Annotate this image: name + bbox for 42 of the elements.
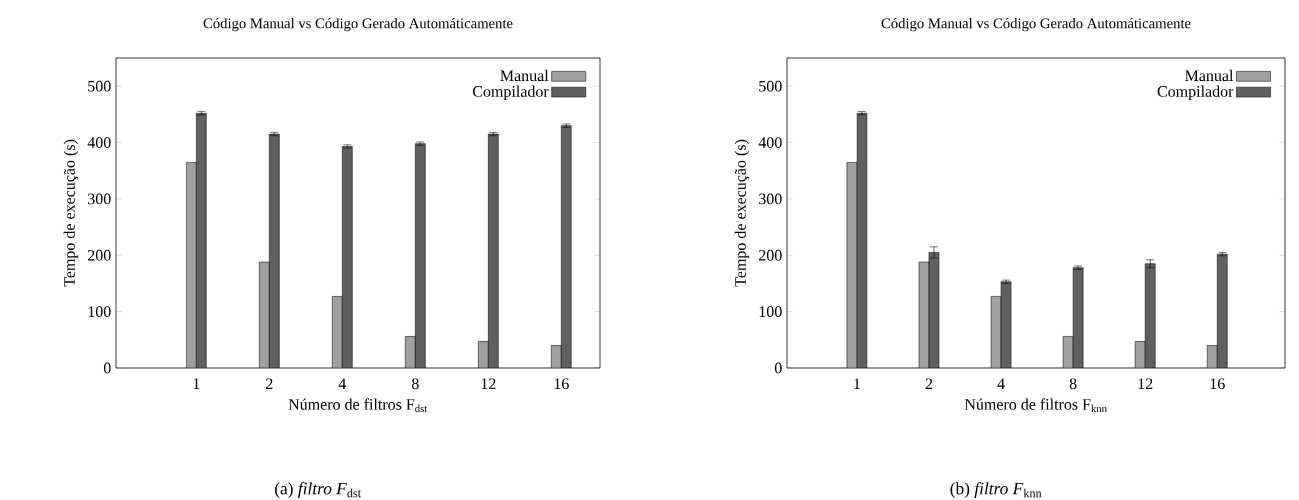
x-tick-label: 16 [1210, 378, 1225, 390]
y-tick-label: 200 [88, 249, 111, 261]
x-tick-label: 2 [266, 378, 273, 389]
chart-title: Código Manual vs Código Gerado Automáticamente [881, 17, 1191, 32]
legend-label: Compilador [1157, 85, 1234, 101]
y-tick-label: 400 [87, 137, 111, 148]
y-tick-label: 300 [759, 193, 782, 205]
chart-title: Código Manual vs Código Gerado Automáticamente [203, 17, 513, 32]
legend-label: Manual [500, 69, 549, 82]
y-tick-label: 500 [88, 80, 111, 92]
legend-label: Compilador [472, 85, 549, 101]
bar [342, 146, 353, 368]
x-axis-title: Número de filtros F$_{dst}$ [288, 398, 428, 413]
x-tick-label: 8 [411, 378, 419, 390]
x-tick-label: 2 [925, 378, 933, 389]
x-tick-label: 16 [554, 378, 569, 390]
y-tick-label: 100 [88, 306, 111, 318]
x-tick-label: 12 [1138, 378, 1153, 389]
bar [196, 112, 207, 368]
y-tick-label: 300 [88, 193, 111, 205]
text: (b) filtro F$_{knn}$ [950, 482, 1042, 498]
y-tick-label: 0 [774, 362, 782, 374]
x-tick-label: 12 [481, 378, 496, 389]
x-tick-label: 4 [997, 378, 1005, 389]
y-tick-label: 0 [103, 362, 111, 374]
text: (a) filtro F$_{dst}$ [275, 482, 362, 498]
y-tick-label: 100 [759, 306, 782, 318]
bar [488, 133, 499, 368]
x-tick-label: 1 [854, 378, 860, 389]
legend-label: Manual [1185, 69, 1234, 82]
bar [269, 133, 280, 368]
x-tick-label: 1 [193, 378, 200, 389]
x-axis-title: Número de filtros F$_{knn}$ [964, 398, 1107, 413]
bar [415, 143, 426, 368]
x-tick-label: 4 [338, 378, 347, 389]
y-tick-label: 200 [759, 249, 782, 261]
y-axis-title: Tempo de execução (s) [734, 139, 750, 287]
x-tick-label: 8 [1069, 378, 1077, 390]
y-tick-label: 500 [759, 80, 782, 92]
y-tick-label: 400 [758, 137, 782, 148]
bar [561, 125, 572, 368]
y-axis-title: Tempo de execução (s) [63, 139, 79, 287]
